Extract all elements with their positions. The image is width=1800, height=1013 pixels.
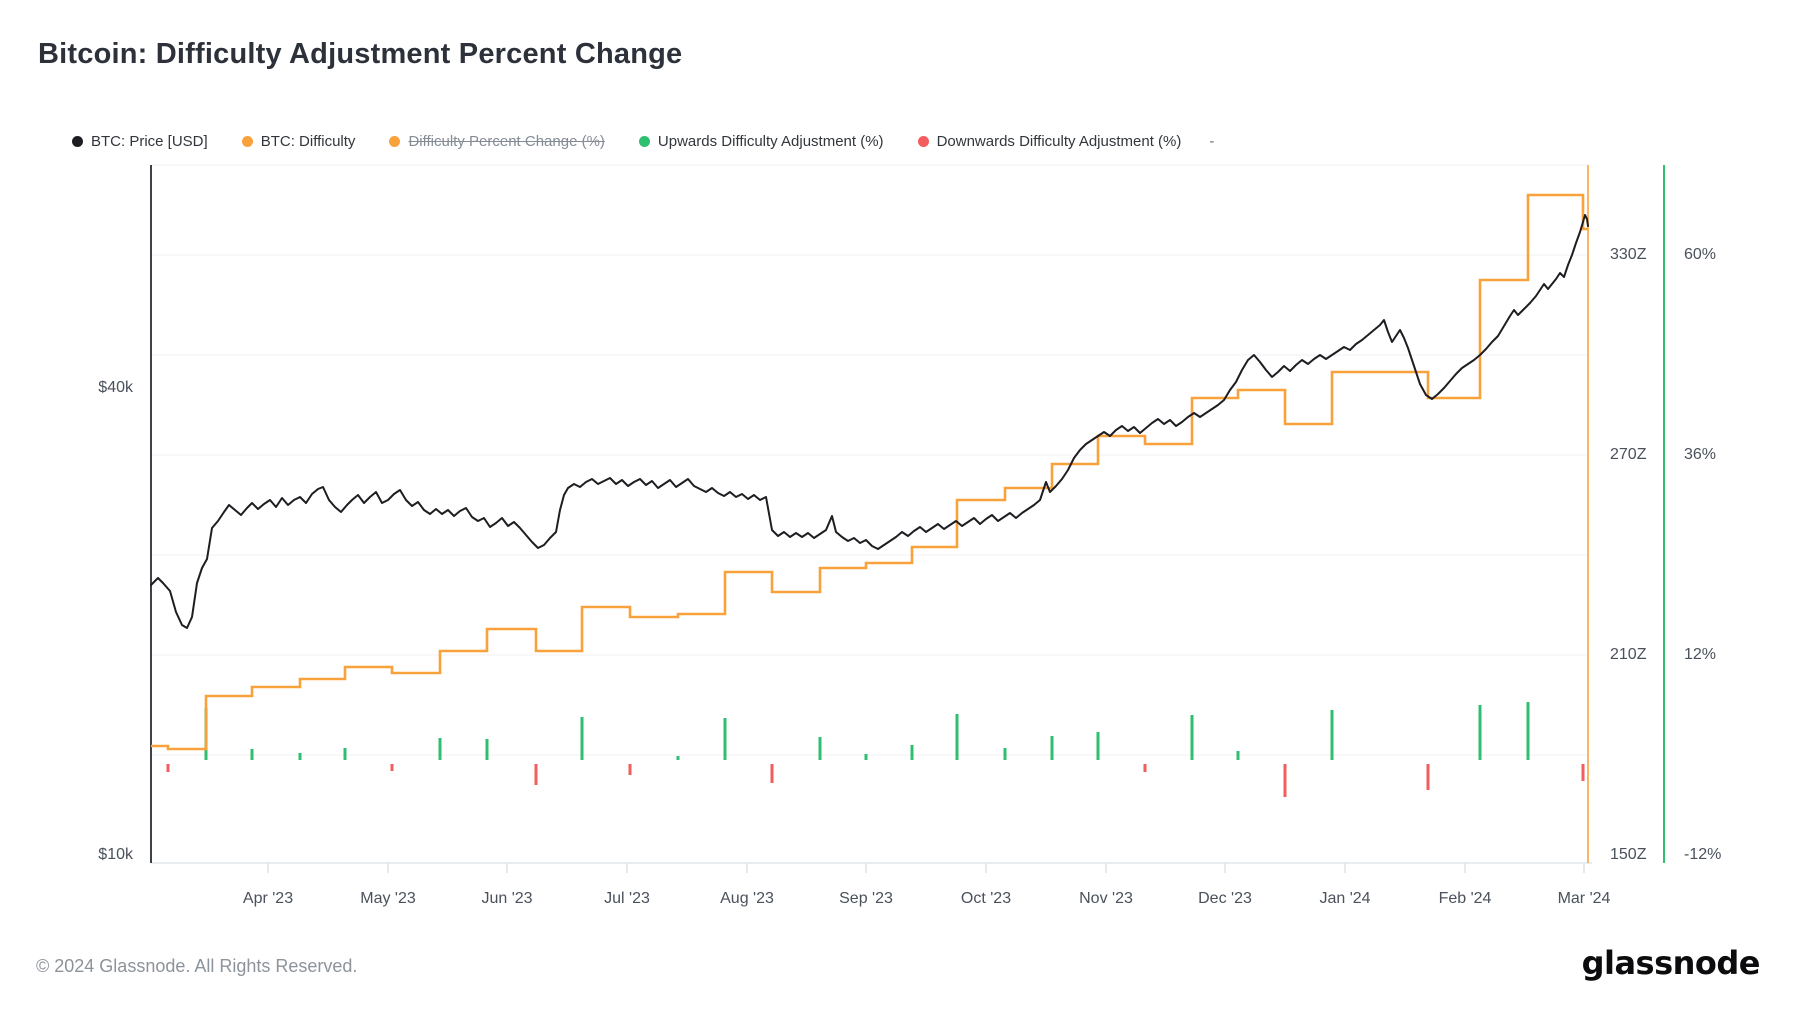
legend-dot-orange bbox=[241, 136, 253, 147]
month-label: Nov '23 bbox=[1079, 890, 1133, 907]
legend-item-downwards-adjustment[interactable]: Downwards Difficulty Adjustment (%) bbox=[917, 133, 1182, 150]
month-label: Feb '24 bbox=[1438, 890, 1492, 907]
legend-label: Difficulty Percent Change (%) bbox=[408, 133, 605, 150]
month-label: May '23 bbox=[360, 890, 416, 907]
legend-item-btc-difficulty[interactable]: BTC: Difficulty bbox=[241, 133, 356, 150]
legend-label: BTC: Difficulty bbox=[260, 133, 356, 150]
legend-dot-black bbox=[72, 136, 83, 147]
month-label: Dec '23 bbox=[1198, 890, 1252, 907]
legend-dot-green bbox=[638, 136, 650, 147]
month-label: Mar '24 bbox=[1557, 890, 1611, 907]
legend-label: Downwards Difficulty Adjustment (%) bbox=[936, 133, 1182, 150]
legend: BTC: Price [USD] BTC: Difficulty Difficu… bbox=[72, 133, 1214, 150]
legend-overflow-indicator: - bbox=[1209, 133, 1215, 150]
price-axis-label: $10k bbox=[98, 846, 133, 863]
legend-item-btc-price[interactable]: BTC: Price [USD] bbox=[72, 133, 208, 150]
difficulty-axis-label: 270Z bbox=[1610, 446, 1647, 463]
percent-axis-label: 36% bbox=[1684, 446, 1717, 463]
difficulty-axis-label: 150Z bbox=[1610, 846, 1647, 863]
month-label: Jul '23 bbox=[604, 890, 650, 907]
price-line[interactable] bbox=[150, 214, 1589, 629]
legend-dot-red bbox=[917, 136, 929, 147]
copyright-text: © 2024 Glassnode. All Rights Reserved. bbox=[36, 956, 358, 976]
price-axis-label: $40k bbox=[98, 379, 133, 396]
legend-label: Upwards Difficulty Adjustment (%) bbox=[657, 133, 884, 150]
month-label: Apr '23 bbox=[242, 890, 294, 907]
page-title: Bitcoin: Difficulty Adjustment Percent C… bbox=[38, 38, 683, 70]
percent-axis-label: -12% bbox=[1684, 846, 1722, 863]
month-label: Oct '23 bbox=[960, 890, 1012, 907]
month-label: Aug '23 bbox=[720, 890, 774, 907]
difficulty-axis-label: 330Z bbox=[1610, 246, 1647, 263]
legend-item-difficulty-percent-change[interactable]: Difficulty Percent Change (%) bbox=[389, 133, 605, 150]
percent-axis-label: 60% bbox=[1684, 246, 1717, 263]
glassnode-logo: glassnode bbox=[1581, 944, 1761, 982]
difficulty-line[interactable] bbox=[151, 193, 1588, 751]
legend-dot-orange bbox=[389, 136, 401, 147]
month-label: Jun '23 bbox=[481, 890, 533, 907]
legend-label: BTC: Price [USD] bbox=[91, 133, 208, 150]
percent-axis-label: 12% bbox=[1684, 646, 1717, 663]
month-label: Sep '23 bbox=[839, 890, 893, 907]
difficulty-axis-label: 210Z bbox=[1610, 646, 1647, 663]
legend-item-upwards-adjustment[interactable]: Upwards Difficulty Adjustment (%) bbox=[638, 133, 884, 150]
month-label: Jan '24 bbox=[1319, 890, 1371, 907]
